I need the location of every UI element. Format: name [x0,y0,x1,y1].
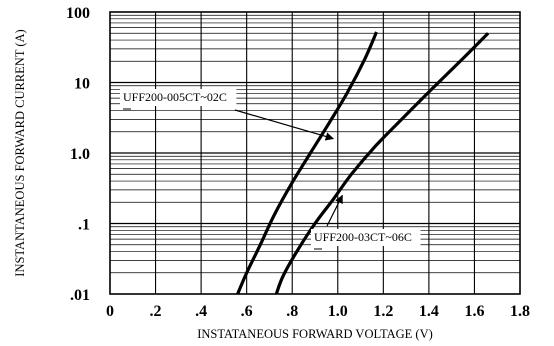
x-tick-label: .4 [195,303,207,320]
x-axis-title: INSTATANEOUS FORWARD VOLTAGE (V) [197,327,433,341]
series-line-1 [236,31,378,295]
annotation-arrow [234,109,335,141]
x-tick-label: .8 [286,303,298,320]
y-tick-label: .1 [78,217,90,234]
chart-grid [110,12,520,294]
annotation-label: UFF200-03CT~06C [314,230,412,244]
x-tick-label: 0 [106,303,114,320]
y-tick-label: 10 [74,76,90,93]
y-tick-label: .01 [70,287,90,304]
y-tick-label: 100 [66,5,90,22]
annotation-layer: UFF200-005CT~02C UFF200-03CT~06C [120,89,421,250]
x-tick-label: 1.0 [328,303,348,320]
series-annotation-1: UFF200-005CT~02C [120,89,335,141]
x-tick-label: 1.8 [510,303,530,320]
x-tick-labels: 0 .2 .4 .6 .8 1.0 1.2 1.4 1.6 1.8 [106,303,530,320]
plot-frame [109,11,521,295]
series-layer [236,31,490,295]
y-tick-label: 1.0 [70,146,90,163]
y-axis-title: INSTANTANEOUS FORWARD CURRENT (A) [13,29,27,276]
x-tick-label: 1.6 [464,303,484,320]
x-tick-label: 1.4 [419,303,439,320]
x-tick-label: .6 [241,303,253,320]
series-annotation-2: UFF200-03CT~06C [311,194,421,250]
annotation-arrow [326,194,343,227]
series-line-2 [274,32,490,295]
x-tick-label: .2 [150,303,162,320]
x-tick-label: 1.2 [373,303,393,320]
annotation-label: UFF200-005CT~02C [123,90,227,104]
y-tick-labels: .01 .1 1.0 10 100 [66,5,90,304]
